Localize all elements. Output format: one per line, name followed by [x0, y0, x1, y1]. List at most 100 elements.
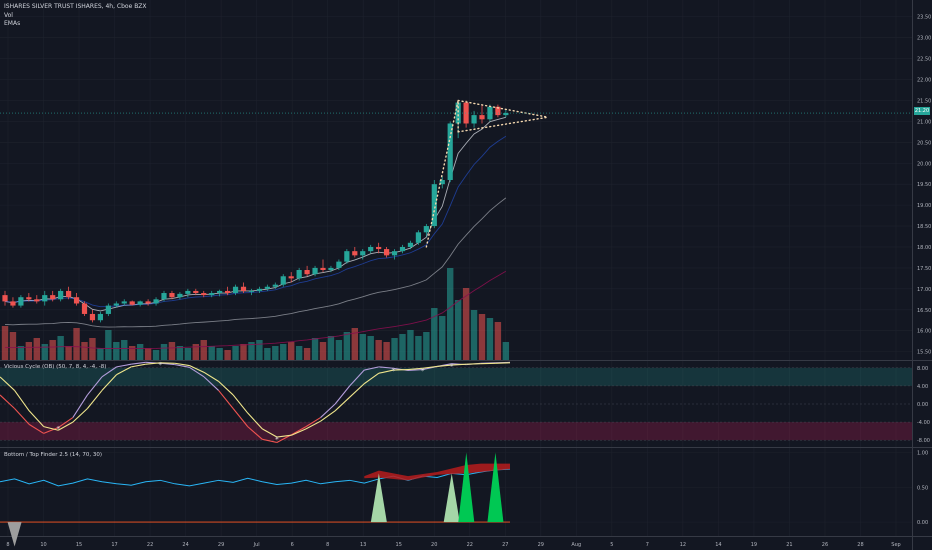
candle-body	[217, 290, 223, 294]
volume-bar	[335, 340, 343, 360]
top-signal-marker	[443, 473, 460, 523]
y-tick-label: 22.50	[917, 57, 931, 63]
oscillator-line	[247, 426, 263, 440]
top-signal-marker	[487, 452, 504, 523]
volume-bar	[367, 336, 374, 360]
y-tick-label: 18.50	[917, 224, 931, 230]
crossover-marker: ✳	[56, 426, 60, 432]
y-tick-label: 17.50	[917, 266, 931, 272]
candle-body	[328, 267, 334, 270]
candle-body	[89, 313, 96, 321]
candle-body	[129, 301, 135, 305]
y-tick-label: -4.00	[917, 420, 930, 426]
last-price-badge: 21.20	[914, 107, 930, 115]
volume-bar	[17, 346, 25, 360]
x-tick-label: 28	[857, 542, 863, 548]
y-tick-label: 0.00	[917, 520, 928, 526]
top-signal-marker	[458, 452, 475, 523]
volume-bar	[319, 342, 327, 360]
candle-body	[161, 293, 167, 300]
candle-body	[209, 293, 215, 296]
volume-bar	[1, 326, 9, 360]
x-tick-label: 15	[76, 542, 82, 548]
x-tick-label: 15	[396, 542, 402, 548]
y-tick-label: 19.00	[917, 203, 931, 209]
x-tick-label: 19	[751, 542, 757, 548]
volume-bar	[216, 348, 223, 360]
y-tick-label: 22.00	[917, 78, 931, 84]
volume-bar	[136, 344, 144, 360]
oscillator-line	[218, 390, 234, 409]
x-tick-label: Jul	[253, 542, 260, 548]
y-tick-label: 23.50	[917, 15, 931, 21]
volume-bar	[462, 288, 470, 360]
oscillator-line	[43, 427, 59, 434]
volume-bar	[486, 318, 494, 360]
y-tick-label: 0.00	[917, 402, 928, 408]
volume-bar	[224, 350, 231, 360]
candle-body	[439, 180, 445, 185]
x-tick-label: 29	[538, 542, 544, 548]
ema-line	[4, 116, 506, 312]
oscillator-line	[160, 362, 175, 366]
oscillator-line	[305, 420, 321, 430]
oscillator-line	[291, 428, 307, 436]
y-tick-label: 23.00	[917, 36, 931, 42]
candle-body	[280, 276, 286, 285]
oscillator-line	[378, 366, 394, 369]
x-tick-label: 17	[111, 542, 117, 548]
volume-bar	[343, 332, 351, 360]
candle-body	[344, 251, 350, 262]
volume-bar	[454, 300, 462, 360]
y-tick-label: 0.50	[917, 485, 928, 491]
oscillator-line	[189, 366, 205, 378]
candle-body	[232, 286, 239, 294]
volume-bar	[113, 342, 120, 360]
candle-body	[26, 297, 32, 300]
candle-body	[447, 123, 453, 180]
volume-bar	[9, 332, 17, 360]
candle-body	[185, 290, 191, 294]
oscillator-line	[334, 396, 351, 412]
volume-bar	[375, 340, 382, 360]
candle-body	[368, 246, 374, 252]
candle-body	[376, 246, 382, 250]
x-tick-label: 29	[218, 542, 224, 548]
y-tick-label: 21.50	[917, 98, 931, 104]
crossover-marker: ✳	[420, 368, 424, 374]
candle-body	[264, 286, 270, 289]
oscillator-line	[14, 408, 30, 425]
candle-body	[201, 293, 207, 296]
oscillator-line	[28, 423, 45, 434]
oscillator-band	[0, 422, 912, 441]
volume-bar	[129, 346, 136, 360]
volume-bar	[176, 346, 184, 360]
volume-bar	[97, 348, 104, 360]
oscillator-line	[407, 369, 423, 372]
crossover-marker: ✳	[450, 363, 454, 369]
candle-body	[256, 288, 262, 291]
candle-body	[336, 261, 342, 268]
candle-body	[97, 313, 103, 321]
candle-body	[18, 297, 24, 306]
volume-bar	[351, 328, 358, 360]
candle-body	[415, 232, 421, 243]
y-tick-label: 18.00	[917, 245, 931, 251]
volume-bar	[25, 342, 33, 360]
candle-body	[248, 290, 255, 292]
oscillator-line	[262, 428, 278, 438]
volume-bar	[248, 342, 255, 360]
oscillator-line	[58, 421, 74, 431]
x-tick-label: 14	[715, 542, 721, 548]
oscillator-line	[378, 369, 394, 374]
candle-body	[113, 303, 119, 306]
volume-bar	[383, 342, 390, 360]
candle-body	[360, 251, 366, 256]
oscillator-line	[101, 366, 117, 378]
oscillator-line	[203, 371, 219, 382]
oscillator-line	[320, 403, 336, 418]
y-tick-label: 15.50	[917, 350, 931, 356]
oscillator-line	[131, 361, 146, 365]
y-tick-label: -8.00	[917, 438, 930, 444]
